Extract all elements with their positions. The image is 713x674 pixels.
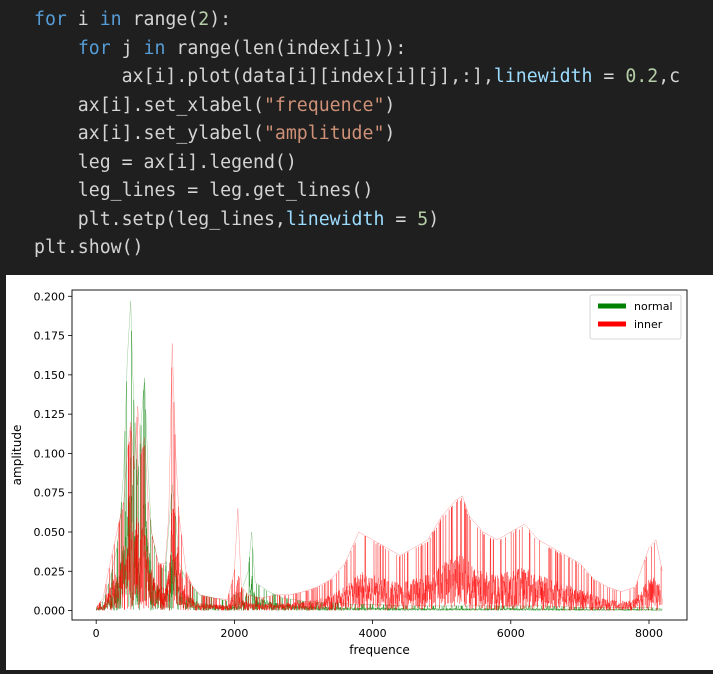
- code-token: "frequence": [263, 94, 385, 116]
- series-peaks-normal: [96, 300, 663, 610]
- y-tick-label: 0.175: [34, 330, 66, 343]
- line-chart: 0 2000 4000 6000 8000 0.0000.0250.0500.0750.…: [10, 289, 688, 657]
- code-cell[interactable]: for i in range(2): for j in range(len(in…: [0, 0, 713, 275]
- x-tick-label: 2000: [220, 627, 248, 640]
- code-line: leg_lines = leg.get_lines(): [34, 177, 374, 205]
- series-line-inner: [96, 367, 663, 612]
- code-token: i: [66, 9, 100, 30]
- code-token: linewidth: [285, 208, 385, 230]
- code-line: plt.setp(leg_lines,linewidth = 5): [34, 206, 439, 234]
- code-token: plt.setp(leg_lines,: [34, 208, 286, 230]
- code-token: 2: [198, 9, 210, 30]
- y-axis-label: amplitude: [10, 425, 24, 486]
- y-tick-label: 0.050: [34, 526, 66, 539]
- chart-legend: normal inner: [589, 294, 682, 340]
- code-token: ):: [209, 9, 232, 30]
- code-token: 0.2: [625, 66, 659, 87]
- code-token: plt.show(): [34, 237, 144, 258]
- code-token: ax[i].plot(data[i][index[i][j],:],: [34, 66, 494, 87]
- x-tick-label: 6000: [497, 627, 525, 640]
- code-line: leg = ax[i].legend(): [34, 149, 297, 177]
- x-axis-label: frequence: [349, 643, 409, 657]
- y-tick-label: 0.200: [34, 290, 66, 303]
- legend-label: normal: [634, 300, 673, 313]
- code-line: ax[i].set_xlabel("frequence"): [34, 92, 396, 120]
- code-line: for i in range(2):: [34, 6, 231, 34]
- y-axis: 0.000 0.025 0.050 0.075 0.100 0.125 0.150 0.175…: [34, 290, 72, 618]
- output-gutter: [0, 275, 6, 670]
- code-token: ,c: [658, 66, 681, 87]
- code-token: [34, 38, 78, 59]
- code-line: ax[i].set_ylabel("amplitude"): [34, 120, 396, 148]
- plot-output: 0 2000 4000 6000 8000 0.000 0.025 0.050 0.075 0.…: [0, 275, 713, 670]
- series-peaks-inner: [96, 343, 663, 608]
- series-line-normal: [96, 330, 663, 612]
- code-token: in: [99, 9, 122, 30]
- code-token: ax[i].set_xlabel(: [34, 94, 264, 116]
- code-token: ): [428, 208, 440, 230]
- code-token: for: [77, 37, 111, 59]
- x-tick-label: 8000: [635, 627, 663, 640]
- code-token: leg_lines = leg.get_lines(): [34, 180, 374, 201]
- code-token: ax[i].set_ylabel(: [34, 123, 264, 144]
- y-tick-label: 0.025: [34, 565, 66, 578]
- x-axis: 0 2000 4000 6000 8000: [93, 620, 663, 640]
- x-tick-label: 0: [93, 627, 100, 640]
- y-tick-label: 0.125: [34, 408, 66, 421]
- code-token: "amplitude": [263, 123, 385, 144]
- code-token: range(: [121, 9, 199, 30]
- code-line: for j in range(len(index[i])):: [34, 35, 407, 63]
- y-tick-label: 0.100: [34, 447, 66, 460]
- code-token: ): [384, 123, 396, 144]
- y-tick-label: 0.075: [34, 487, 66, 500]
- y-tick-label: 0.150: [34, 369, 66, 382]
- code-token: =: [384, 208, 418, 230]
- axes-frame: [71, 289, 688, 621]
- legend-label: inner: [634, 318, 663, 331]
- y-tick-label: 0.000: [34, 605, 66, 618]
- code-token: for: [34, 9, 67, 30]
- code-token: range(len(index[i])):: [165, 37, 407, 59]
- code-token: j: [110, 37, 144, 59]
- chart-traces: [96, 300, 663, 612]
- code-line: plt.show(): [34, 234, 144, 262]
- code-token: linewidth: [493, 66, 593, 87]
- code-token: ): [384, 94, 396, 116]
- code-line: ax[i].plot(data[i][index[i][j],:],linewi…: [34, 63, 681, 91]
- code-token: =: [592, 66, 626, 87]
- code-token: leg = ax[i].legend(): [34, 151, 297, 173]
- x-tick-label: 4000: [359, 627, 387, 640]
- code-token: in: [143, 37, 166, 59]
- code-token: 5: [417, 208, 429, 230]
